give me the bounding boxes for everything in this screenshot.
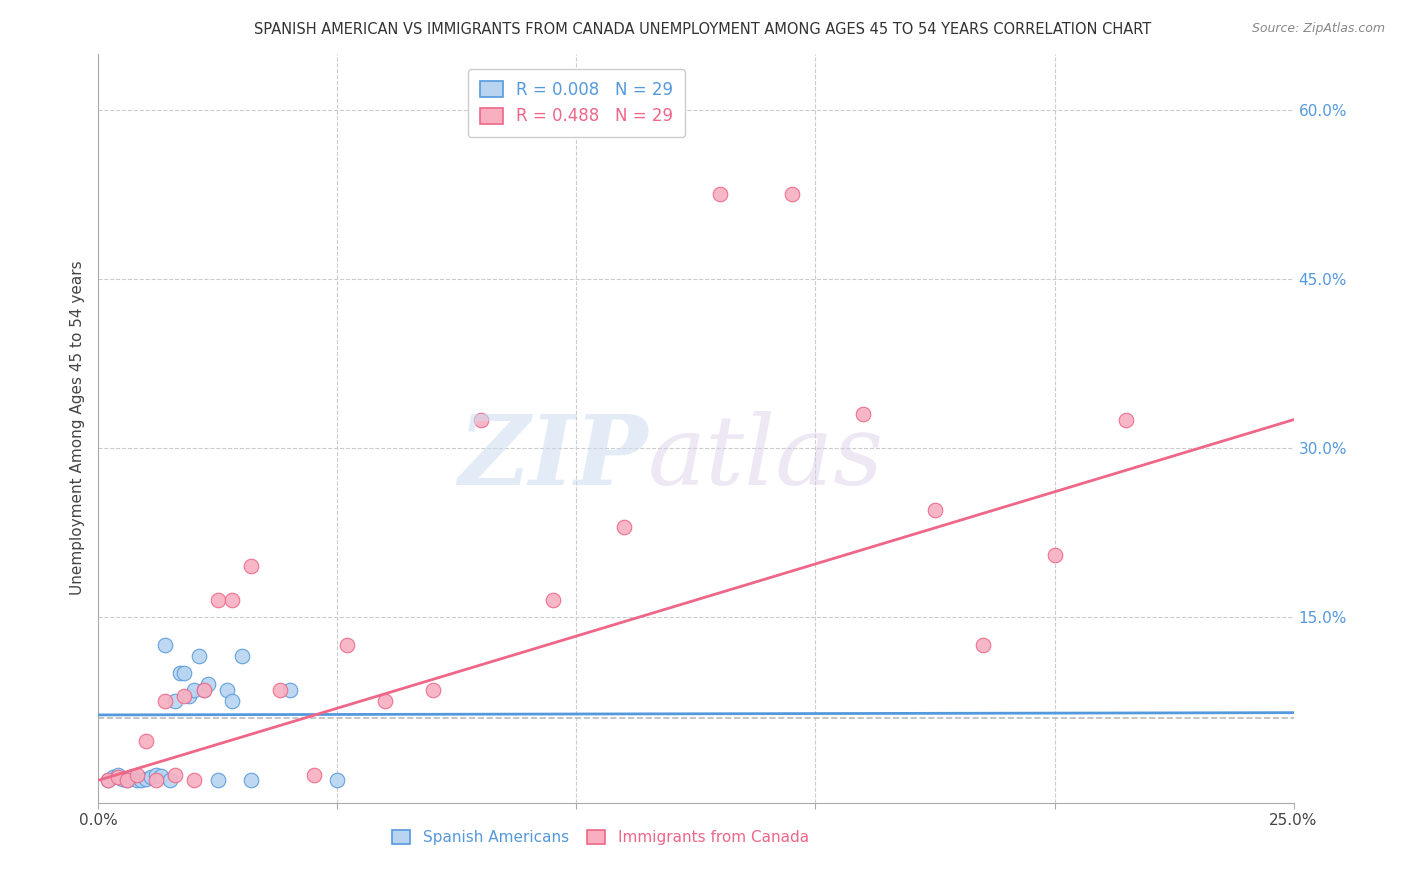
Point bbox=[422, 683, 444, 698]
Point bbox=[302, 767, 325, 781]
Point bbox=[125, 773, 148, 788]
Point bbox=[852, 407, 875, 421]
Point bbox=[207, 773, 229, 788]
Point bbox=[107, 767, 129, 781]
Point bbox=[155, 694, 177, 708]
Text: ZIP: ZIP bbox=[458, 411, 648, 505]
Point bbox=[231, 649, 253, 664]
Point bbox=[374, 694, 396, 708]
Point bbox=[240, 773, 263, 788]
Point bbox=[97, 773, 120, 788]
Point bbox=[326, 773, 349, 788]
Point bbox=[187, 649, 209, 664]
Point bbox=[131, 773, 153, 788]
Point bbox=[163, 767, 186, 781]
Y-axis label: Unemployment Among Ages 45 to 54 years: Unemployment Among Ages 45 to 54 years bbox=[69, 260, 84, 596]
Point bbox=[155, 638, 177, 652]
Point bbox=[121, 770, 143, 784]
Point bbox=[107, 770, 129, 784]
Point bbox=[780, 187, 803, 202]
Point bbox=[269, 683, 291, 698]
Text: atlas: atlas bbox=[648, 411, 884, 505]
Point bbox=[278, 683, 301, 698]
Point bbox=[179, 689, 201, 703]
Point bbox=[221, 694, 243, 708]
Point bbox=[217, 683, 239, 698]
Point bbox=[193, 683, 215, 698]
Point bbox=[173, 689, 195, 703]
Point bbox=[145, 773, 167, 788]
Legend: Spanish Americans, Immigrants from Canada: Spanish Americans, Immigrants from Canad… bbox=[385, 824, 815, 851]
Point bbox=[336, 638, 359, 652]
Point bbox=[193, 683, 215, 698]
Point bbox=[159, 773, 181, 788]
Point bbox=[169, 666, 191, 681]
Point bbox=[470, 413, 492, 427]
Point bbox=[613, 520, 636, 534]
Point bbox=[163, 694, 186, 708]
Point bbox=[924, 503, 946, 517]
Point bbox=[101, 770, 124, 784]
Point bbox=[149, 769, 172, 783]
Point bbox=[183, 773, 205, 788]
Text: SPANISH AMERICAN VS IMMIGRANTS FROM CANADA UNEMPLOYMENT AMONG AGES 45 TO 54 YEAR: SPANISH AMERICAN VS IMMIGRANTS FROM CANA… bbox=[254, 22, 1152, 37]
Point bbox=[221, 593, 243, 607]
Point bbox=[111, 772, 134, 786]
Text: Source: ZipAtlas.com: Source: ZipAtlas.com bbox=[1251, 22, 1385, 36]
Point bbox=[135, 734, 157, 748]
Point bbox=[197, 677, 219, 691]
Point bbox=[115, 773, 138, 788]
Point bbox=[1043, 548, 1066, 562]
Point bbox=[972, 638, 994, 652]
Point bbox=[135, 772, 157, 786]
Point bbox=[183, 683, 205, 698]
Point bbox=[541, 593, 564, 607]
Point bbox=[139, 770, 162, 784]
Point bbox=[207, 593, 229, 607]
Point bbox=[709, 187, 731, 202]
Point bbox=[173, 666, 195, 681]
Point bbox=[240, 559, 263, 574]
Point bbox=[115, 773, 138, 788]
Point bbox=[1115, 413, 1137, 427]
Point bbox=[145, 767, 167, 781]
Point bbox=[125, 767, 148, 781]
Point bbox=[97, 773, 120, 788]
